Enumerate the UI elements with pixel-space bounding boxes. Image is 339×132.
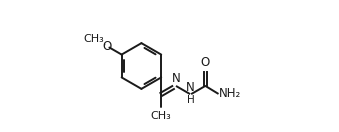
Text: N: N	[186, 81, 195, 94]
Text: CH₃: CH₃	[83, 34, 104, 44]
Text: O: O	[102, 40, 112, 53]
Text: N: N	[172, 72, 180, 85]
Text: O: O	[201, 56, 210, 69]
Text: CH₃: CH₃	[151, 111, 172, 121]
Text: H: H	[187, 95, 195, 105]
Text: NH₂: NH₂	[219, 87, 241, 100]
